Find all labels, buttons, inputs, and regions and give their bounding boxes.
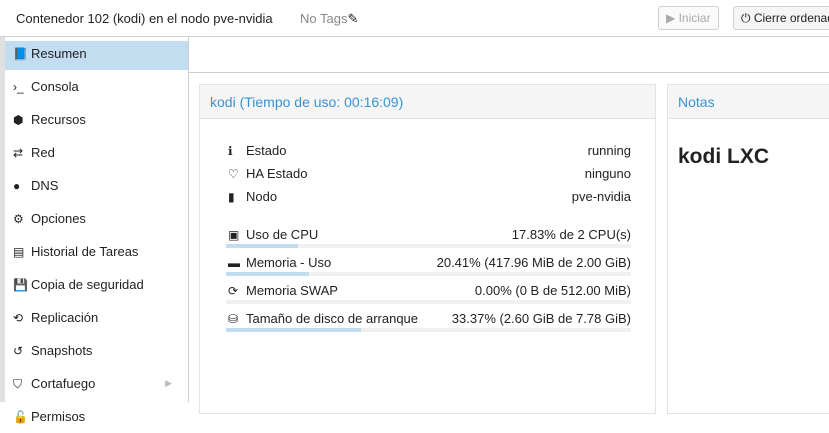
shutdown-label: Cierre ordenado	[753, 11, 829, 25]
unlock-icon: 🔓	[13, 410, 28, 424]
usage-bar	[226, 272, 631, 276]
usage-label: Uso de CPU	[246, 227, 319, 242]
usage-bar-fill	[226, 328, 362, 332]
server-icon: ▮	[228, 190, 235, 204]
retweet-icon: ⟲	[13, 311, 24, 325]
sidebar-item-permisos[interactable]: 🔓 Permisos	[5, 404, 188, 433]
sidebar-item-dns[interactable]: ● DNS	[5, 173, 188, 202]
toolbar	[189, 37, 829, 73]
info-value: pve-nvidia	[571, 189, 631, 204]
usage-bar	[226, 244, 631, 248]
usage-bar-fill	[226, 244, 299, 248]
info-icon: ℹ	[228, 144, 233, 158]
sidebar-item-label: Cortafuego	[31, 376, 96, 391]
gear-icon: ⚙	[13, 212, 24, 226]
sidebar-item-label: Consola	[31, 79, 79, 94]
book-icon: 📘	[13, 47, 28, 61]
page-title: Contenedor 102 (kodi) en el nodo pve-nvi…	[16, 11, 273, 26]
hdd-icon: ⛁	[228, 312, 239, 326]
usage-label: Tamaño de disco de arranque	[246, 311, 419, 326]
power-icon: ⏻	[741, 11, 751, 25]
usage-bar-fill	[226, 272, 309, 276]
sidebar-item-label: Copia de seguridad	[31, 277, 144, 292]
sidebar-item-consola[interactable]: ›_ Consola	[5, 74, 188, 103]
shutdown-button[interactable]: ⏻ Cierre ordenado	[733, 6, 829, 30]
chevron-right-icon[interactable]: ▶	[165, 378, 172, 388]
sidebar-item-replicación[interactable]: ⟲ Replicación	[5, 305, 188, 334]
sidebar-item-cortafuego[interactable]: ⛉ Cortafuego ▶	[5, 371, 188, 400]
notes-content[interactable]: kodi LXC	[678, 145, 770, 168]
notes-panel: Notas kodi LXC	[667, 84, 829, 414]
cpu-icon: ▣	[228, 228, 240, 242]
sidebar-item-historial-de-tareas[interactable]: ▤ Historial de Tareas	[5, 239, 188, 268]
list-icon: ▤	[13, 245, 25, 259]
usage-label: Memoria SWAP	[246, 283, 338, 298]
shield-icon: ⛉	[13, 377, 23, 391]
pencil-icon[interactable]: ✎	[347, 11, 359, 26]
main: kodi (Tiempo de uso: 00:16:09) ℹ Estado ru…	[188, 37, 829, 414]
info-row: ♡ HA Estado ninguno	[228, 166, 631, 184]
sidebar-item-label: Replicación	[31, 310, 99, 325]
sidebar-item-resumen[interactable]: 📘 Resumen	[5, 41, 188, 70]
terminal-icon: ›_	[13, 80, 24, 94]
usage-value: 20.41% (417.96 MiB de 2.00 GiB)	[436, 255, 631, 270]
usage-row: ▬ Memoria - Uso 20.41% (417.96 MiB de 2.00…	[226, 255, 631, 276]
status-panel: kodi (Tiempo de uso: 00:16:09) ℹ Estado ru…	[199, 84, 656, 414]
sidebar-item-label: DNS	[31, 178, 59, 193]
sidebar-item-copia-de-seguridad[interactable]: 💾 Copia de seguridad	[5, 272, 188, 301]
info-label: HA Estado	[246, 166, 308, 181]
exchange-icon: ⇄	[13, 146, 24, 160]
sidebar-item-label: Permisos	[31, 409, 86, 424]
cube-icon: ⬢	[13, 113, 24, 127]
sidebar: 📘 Resumen ›_ Consola ⬢ Recursos ⇄ Red ● DNS ⚙ Opcio…	[0, 37, 188, 424]
sidebar-item-label: Red	[31, 145, 55, 160]
sidebar-item-label: Opciones	[31, 211, 86, 226]
notes-title: Notas	[668, 85, 829, 119]
sidebar-item-red[interactable]: ⇄ Red	[5, 140, 188, 169]
info-value: running	[587, 143, 631, 158]
info-label: Estado	[246, 143, 287, 158]
usage-value: 33.37% (2.60 GiB de 7.78 GiB)	[451, 311, 631, 326]
status-title: kodi (Tiempo de uso: 00:16:09)	[200, 85, 655, 119]
info-value: ninguno	[584, 166, 631, 181]
sidebar-item-opciones[interactable]: ⚙ Opciones	[5, 206, 188, 235]
start-label: Iniciar	[678, 11, 711, 25]
swap-icon: ⟳	[228, 284, 239, 298]
usage-value: 0.00% (0 B de 512.00 MiB)	[474, 283, 631, 298]
usage-row: ⛁ Tamaño de disco de arranque 33.37% (2.60…	[226, 311, 631, 332]
tags-label: No Tags	[300, 11, 348, 26]
sidebar-item-label: Historial de Tareas	[31, 244, 139, 259]
usage-row: ⟳ Memoria SWAP 0.00% (0 B de 512.00 MiB)	[226, 283, 631, 304]
usage-bar	[226, 300, 631, 304]
usage-label: Memoria - Uso	[246, 255, 332, 270]
start-button[interactable]: ▶ Iniciar	[658, 6, 719, 30]
memory-icon: ▬	[228, 256, 240, 270]
sidebar-item-label: Recursos	[31, 112, 86, 127]
heartbeat-icon: ♡	[228, 167, 239, 181]
info-row: ▮ Nodo pve-nvidia	[228, 189, 631, 207]
info-label: Nodo	[246, 189, 278, 204]
usage-bar	[226, 328, 631, 332]
info-row: ℹ Estado running	[228, 143, 631, 161]
tags[interactable]: No Tags✎	[300, 11, 358, 27]
play-icon: ▶	[666, 11, 676, 25]
sidebar-item-label: Snapshots	[31, 343, 93, 358]
sidebar-item-label: Resumen	[31, 46, 87, 61]
sidebar-item-recursos[interactable]: ⬢ Recursos	[5, 107, 188, 136]
sidebar-item-snapshots[interactable]: ↺ Snapshots	[5, 338, 188, 367]
usage-row: ▣ Uso de CPU 17.83% de 2 CPU(s)	[226, 227, 631, 248]
history-icon: ↺	[13, 344, 24, 358]
globe-icon: ●	[13, 179, 21, 193]
usage-value: 17.83% de 2 CPU(s)	[511, 227, 631, 242]
header: Contenedor 102 (kodi) en el nodo pve-nvi…	[0, 0, 829, 37]
floppy-icon: 💾	[13, 278, 28, 292]
